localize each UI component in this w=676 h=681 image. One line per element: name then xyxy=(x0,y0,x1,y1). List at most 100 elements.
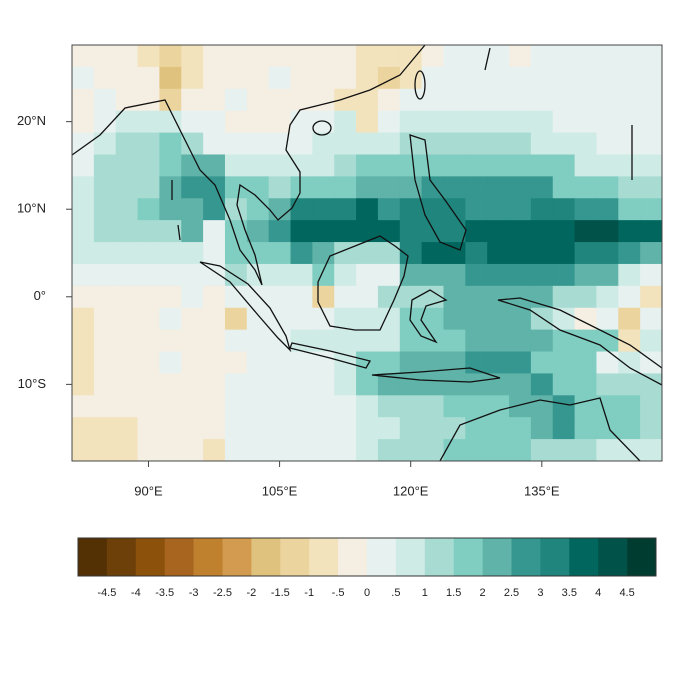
grid-cell xyxy=(93,176,117,199)
grid-cell xyxy=(334,132,357,155)
grid-cell xyxy=(443,176,466,199)
x-tick-label: 105°E xyxy=(262,483,298,498)
grid-cell xyxy=(137,198,160,221)
grid-cell xyxy=(268,285,292,309)
grid-cell xyxy=(181,373,204,396)
grid-cell xyxy=(93,154,117,177)
grid-cell xyxy=(290,373,313,396)
grid-cell xyxy=(618,395,641,418)
grid-cell xyxy=(290,45,313,68)
grid-cell xyxy=(312,88,335,112)
plot-frame xyxy=(71,44,663,462)
grid-cell xyxy=(443,373,466,396)
grid-cell xyxy=(203,395,226,418)
grid-cell xyxy=(399,110,423,134)
grid-cell xyxy=(356,351,379,374)
grid-cell xyxy=(421,395,444,418)
grid-cell xyxy=(509,132,532,155)
grid-cell xyxy=(509,220,532,243)
grid-cell xyxy=(356,373,379,396)
grid-cell xyxy=(596,176,619,199)
grid-cell xyxy=(290,417,313,440)
grid-cell xyxy=(552,88,576,112)
grid-cell xyxy=(421,176,444,199)
grid-cell xyxy=(203,66,226,90)
grid-cell xyxy=(377,263,401,287)
grid-cell xyxy=(552,220,576,243)
grid-cell xyxy=(596,132,619,155)
grid-cell xyxy=(399,351,423,374)
grid-cell xyxy=(377,198,401,221)
grid-cell xyxy=(356,66,379,90)
grid-cell xyxy=(334,88,357,112)
grid-cell xyxy=(268,110,292,134)
grid-cell xyxy=(224,373,248,396)
grid-cell xyxy=(181,439,204,462)
grid-cell xyxy=(465,373,488,396)
grid-cell xyxy=(72,263,95,287)
grid-cell xyxy=(137,395,160,418)
x-tick-label: 120°E xyxy=(393,483,429,498)
colorbar-box xyxy=(106,538,137,576)
colorbar-box xyxy=(164,538,194,576)
grid-cell xyxy=(159,220,182,243)
grid-cell xyxy=(72,88,95,112)
grid-cell xyxy=(203,285,226,309)
grid-cell xyxy=(115,329,139,353)
grid-cell xyxy=(268,132,292,155)
grid-cell xyxy=(159,417,182,440)
grid-cell xyxy=(552,439,576,462)
grid-cell xyxy=(399,439,423,462)
grid-cell xyxy=(115,220,139,243)
grid-cell xyxy=(115,373,139,396)
grid-cell xyxy=(203,373,226,396)
grid-cell xyxy=(465,66,488,90)
grid-cell xyxy=(509,45,532,68)
grid-cell xyxy=(552,395,576,418)
grid-cell xyxy=(115,395,139,418)
grid-cell xyxy=(356,132,379,155)
grid-cell xyxy=(377,176,401,199)
grid-cell xyxy=(552,242,576,265)
grid-cell xyxy=(93,307,117,331)
grid-cell xyxy=(312,220,335,243)
grid-cell xyxy=(399,220,423,243)
grid-cell xyxy=(72,307,95,331)
grid-cell xyxy=(312,198,335,221)
grid-cell xyxy=(93,198,117,221)
grid-cell xyxy=(312,373,335,396)
grid-cell xyxy=(181,263,204,287)
colorbar-label: -1.5 xyxy=(271,587,290,599)
grid-cell xyxy=(465,263,488,287)
grid-cell xyxy=(224,242,248,265)
grid-cell xyxy=(312,176,335,199)
grid-cell xyxy=(640,285,663,309)
grid-cell xyxy=(356,395,379,418)
coastline xyxy=(497,297,662,386)
grid-cell xyxy=(552,417,576,440)
grid-cell xyxy=(334,417,357,440)
grid-cell xyxy=(312,110,335,134)
grid-cell xyxy=(618,373,641,396)
grid-cell xyxy=(72,373,95,396)
grid-cell xyxy=(465,132,488,155)
grid-cell xyxy=(312,263,335,287)
grid-cell xyxy=(115,351,139,374)
grid-cell xyxy=(93,132,117,155)
grid-cell xyxy=(399,66,423,90)
grid-cell xyxy=(399,242,423,265)
grid-cell xyxy=(137,176,160,199)
grid-cell xyxy=(509,88,532,112)
grid-cell xyxy=(574,45,597,68)
grid-cell xyxy=(334,285,357,309)
grid-cell xyxy=(530,242,554,265)
grid-cell xyxy=(530,373,554,396)
grid-cell xyxy=(552,329,576,353)
grid-cell xyxy=(487,176,510,199)
coastline xyxy=(289,342,371,369)
grid-cell xyxy=(596,198,619,221)
grid-cell xyxy=(246,220,270,243)
grid-cell xyxy=(246,110,270,134)
grid-cell xyxy=(159,110,182,134)
grid-cell xyxy=(72,198,95,221)
